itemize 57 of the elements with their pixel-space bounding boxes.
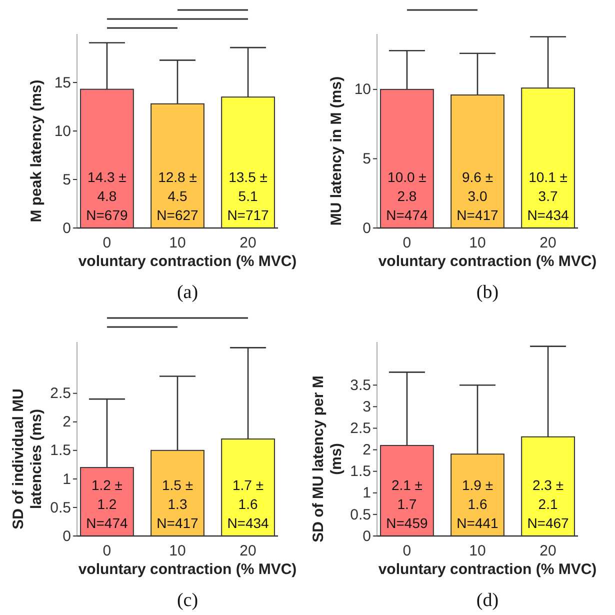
y-tick-label: 1 (62, 470, 71, 488)
y-tick-label: 5 (62, 171, 71, 188)
y-tick-label: 0 (362, 528, 371, 545)
data-label: 9.6 ± 3.0 N=417 (456, 169, 499, 223)
x-tick-label: 10 (169, 542, 186, 560)
x-tick-label: 0 (402, 542, 412, 560)
data-label: 1.2 ± 1.2 N=474 (86, 477, 128, 531)
x-tick-label: 10 (169, 234, 186, 252)
text: (d) (476, 590, 499, 611)
y-axis-title: SD of individual MU latencies (ms) (10, 388, 45, 530)
data-label: 13.5 ± 5.1 N=717 (227, 169, 270, 223)
data-label: 1.7 ± 1.6 N=434 (227, 477, 270, 531)
x-tick-label: 10 (469, 542, 486, 560)
x-tick-label: 20 (240, 542, 256, 560)
x-tick-label: 0 (102, 542, 112, 560)
data-label: 1.9 ± 1.6 N=441 (456, 477, 499, 531)
y-axis-title: MU latency in M (ms) (328, 76, 345, 226)
data-label: 12.8 ± 4.5 N=627 (156, 169, 199, 223)
y-tick-label: 2.5 (350, 420, 371, 438)
y-tick-label: 5 (362, 150, 371, 168)
text: (c) (176, 590, 198, 611)
x-tick-label: 20 (240, 234, 256, 252)
y-tick-label: 0.5 (50, 499, 71, 516)
y-tick-label: 10 (354, 81, 371, 98)
data-label: 10.1 ± 3.7 N=434 (527, 169, 570, 223)
x-axis-title: voluntary contraction (% MVC) (378, 253, 597, 270)
y-tick-label: 0 (62, 220, 71, 237)
x-tick-label: 0 (402, 234, 412, 252)
y-tick-label: 2 (362, 442, 371, 459)
y-tick-label: 3 (362, 398, 371, 416)
y-tick-label: 10 (54, 122, 71, 140)
data-label: 2.1 ± 1.7 N=459 (386, 477, 428, 531)
data-label: 1.5 ± 1.3 N=417 (156, 477, 199, 531)
x-tick-label: 10 (469, 234, 486, 252)
data-label: 14.3 ± 4.8 N=679 (86, 169, 128, 223)
x-tick-label: 20 (540, 542, 556, 560)
y-tick-label: 15 (54, 74, 71, 92)
y-tick-label: 1.5 (350, 463, 371, 480)
y-axis-title: SD of MU latency per M (ms) (310, 376, 345, 542)
y-tick-label: 1 (362, 484, 371, 502)
x-tick-label: 20 (540, 234, 556, 252)
text: (a) (176, 282, 198, 303)
x-axis-title: voluntary contraction (% MVC) (378, 561, 597, 578)
text: (b) (476, 282, 499, 303)
x-axis-title: voluntary contraction (% MVC) (78, 253, 297, 270)
data-label: 2.3 ± 2.1 N=467 (527, 477, 570, 531)
y-tick-label: 2 (62, 414, 71, 431)
y-axis-title: M peak latency (ms) (28, 80, 45, 222)
y-tick-label: 1.5 (50, 442, 71, 460)
y-tick-label: 0 (62, 528, 71, 545)
x-tick-label: 0 (102, 234, 112, 252)
y-tick-label: 0.5 (350, 506, 371, 524)
y-tick-label: 0 (362, 220, 371, 237)
data-label: 10.0 ± 2.8 N=474 (386, 169, 428, 223)
y-tick-label: 2.5 (50, 385, 71, 402)
x-axis-title: voluntary contraction (% MVC) (78, 561, 297, 578)
y-tick-label: 3.5 (350, 376, 371, 394)
